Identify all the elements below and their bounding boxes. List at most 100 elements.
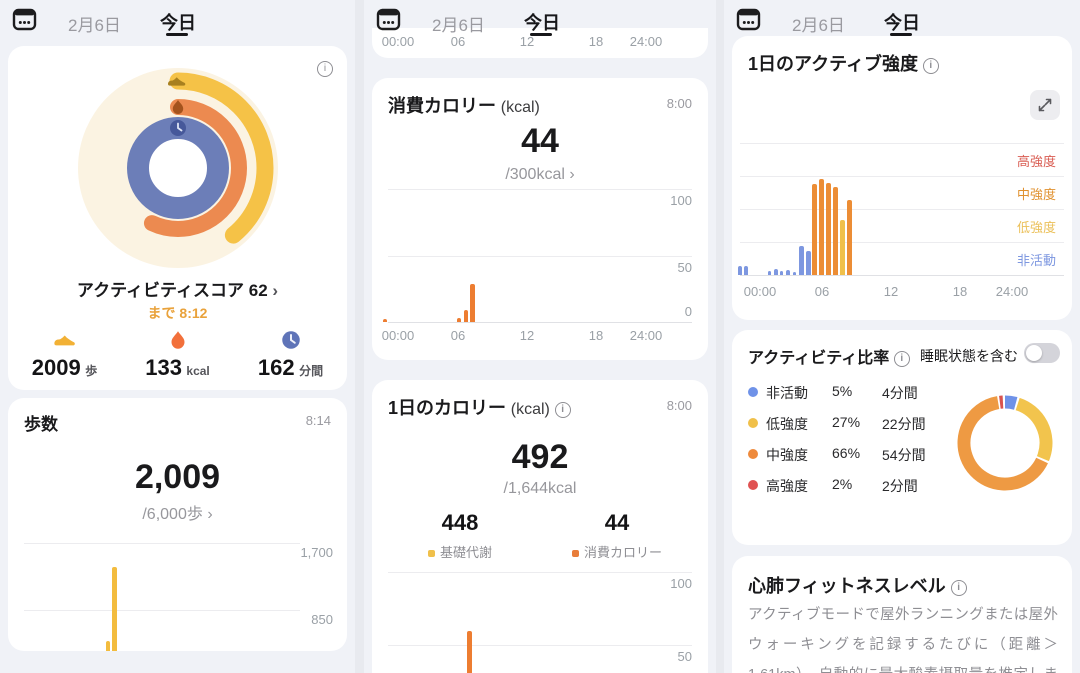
timestamp: 8:14 <box>305 413 331 428</box>
daily-bar-chart <box>372 572 708 673</box>
chart-bar <box>786 270 790 275</box>
today-underline <box>530 33 552 36</box>
x-tick: 12 <box>519 328 535 343</box>
gridline <box>24 543 300 544</box>
axis-line <box>388 322 692 323</box>
chart-bar <box>799 246 804 275</box>
grid-label: 0 <box>684 304 692 319</box>
chart-bar <box>819 179 824 275</box>
chart-bar <box>840 220 845 275</box>
screen-calories: 00:00 06 12 18 24:00 2月6日 今日 消費カロリー (kca… <box>364 0 716 673</box>
band-label-low: 低強度 <box>1016 220 1056 235</box>
ratio-donut-chart <box>957 395 1053 491</box>
burned-substat: 44 消費カロリー <box>557 510 677 561</box>
chart-bar <box>780 271 783 275</box>
axis-line <box>740 275 1064 276</box>
grid-label: 50 <box>677 649 692 664</box>
timestamp: 8:00 <box>666 398 692 413</box>
chevron-icon: › <box>207 506 213 523</box>
chart-bar <box>464 310 468 322</box>
shoe-icon <box>168 77 186 86</box>
burned-calories-card: 消費カロリー (kcal) 8:00 44 /300kcal › 100 50 … <box>372 78 708 360</box>
grid-label: 100 <box>670 193 692 208</box>
info-icon[interactable]: i <box>950 580 967 596</box>
grid-label: 850 <box>311 612 333 627</box>
chevron-icon: › <box>272 281 279 300</box>
daily-calories-card: 1日のカロリー (kcal) i 8:00 492 /1,644kcal 448… <box>372 380 708 673</box>
chart-bar <box>467 631 472 673</box>
tab-date[interactable]: 2月6日 <box>432 16 485 35</box>
timestamp: 8:00 <box>666 96 692 111</box>
steps-value: 2,009 <box>134 458 221 496</box>
x-tick: 24:00 <box>995 284 1029 299</box>
x-tick: 12 <box>519 34 535 49</box>
sleep-toggle-label: 睡眠状態を含む <box>920 348 1018 364</box>
gridline <box>388 189 692 190</box>
grid-label: 1,700 <box>300 545 333 560</box>
expand-icon <box>1038 98 1052 112</box>
x-tick: 06 <box>450 34 466 49</box>
tab-date[interactable]: 2月6日 <box>792 16 845 35</box>
chart-bar <box>826 183 831 275</box>
x-tick: 06 <box>814 284 830 299</box>
donut-segment <box>957 395 1053 491</box>
calendar-icon[interactable] <box>736 8 762 37</box>
intensity-card: 1日のアクティブ強度 i 高強度 中強度 低強度 非活動 00:00 06 12… <box>732 36 1072 320</box>
chart-bar <box>847 200 852 275</box>
legend-dot <box>427 550 435 557</box>
activity-score-card: i アクティビティスコア 62 › まで 8:12 <box>8 46 347 390</box>
card-title: 心肺フィットネスレベル i <box>748 572 967 598</box>
expand-button[interactable] <box>1030 90 1060 120</box>
chart-bar <box>112 567 117 651</box>
steps-goal-link[interactable]: /6,000歩 › <box>142 506 213 523</box>
info-icon[interactable]: i <box>922 58 939 74</box>
calories-stat: 133 kcal <box>121 330 234 381</box>
cardio-fitness-card: 心肺フィットネスレベル i アクティブモードで屋外ランニングまたは屋外ウォーキン… <box>732 556 1072 673</box>
legend-dot <box>748 480 758 490</box>
info-icon[interactable]: i <box>893 351 910 367</box>
gridline <box>740 242 1064 243</box>
shoe-icon <box>53 335 75 346</box>
tab-today[interactable]: 今日 <box>524 13 560 33</box>
x-tick: 24:00 <box>629 328 663 343</box>
chart-bar <box>457 318 461 322</box>
band-label-high: 高強度 <box>1016 154 1056 169</box>
grid-label: 50 <box>677 260 692 275</box>
x-tick: 06 <box>450 328 466 343</box>
calendar-icon[interactable] <box>12 8 38 37</box>
header: 2月6日 今日 <box>364 0 716 44</box>
tab-date[interactable]: 2月6日 <box>68 16 121 35</box>
x-tick: 12 <box>883 284 899 299</box>
header: 2月6日 今日 <box>0 0 355 44</box>
info-icon[interactable]: i <box>554 402 571 418</box>
sleep-toggle[interactable] <box>1024 343 1060 363</box>
x-tick: 18 <box>588 34 604 49</box>
chart-bar <box>768 271 771 275</box>
header: 2月6日 今日 <box>724 0 1080 44</box>
info-icon[interactable]: i <box>317 60 333 78</box>
card-title: アクティビティ比率 i <box>748 344 910 368</box>
tab-today[interactable]: 今日 <box>884 13 920 33</box>
calendar-icon[interactable] <box>376 8 402 37</box>
chart-bar <box>738 266 742 275</box>
band-label-medium: 中強度 <box>1016 187 1056 202</box>
clock-icon <box>170 120 186 136</box>
tab-today[interactable]: 今日 <box>160 13 196 33</box>
legend-dot <box>748 449 758 459</box>
gridline <box>388 572 692 573</box>
legend-dot <box>748 418 758 428</box>
steps-card: 歩数 8:14 2,009 /6,000歩 › 1,700 850 <box>8 398 347 651</box>
card-title: 歩数 <box>24 415 58 434</box>
steps-stat: 2009 歩 <box>8 330 121 381</box>
grid-label: 100 <box>670 576 692 591</box>
burned-goal-link[interactable]: /300kcal › <box>505 166 575 183</box>
x-tick: 24:00 <box>629 34 663 49</box>
x-tick: 00:00 <box>743 284 777 299</box>
until-time: まで 8:12 <box>147 305 208 321</box>
x-tick: 00:00 <box>381 328 415 343</box>
chart-bar <box>833 187 838 275</box>
activity-score-link[interactable]: アクティビティスコア 62 › <box>76 281 279 300</box>
daily-goal: /1,644kcal <box>503 480 577 497</box>
chevron-icon: › <box>569 166 575 183</box>
